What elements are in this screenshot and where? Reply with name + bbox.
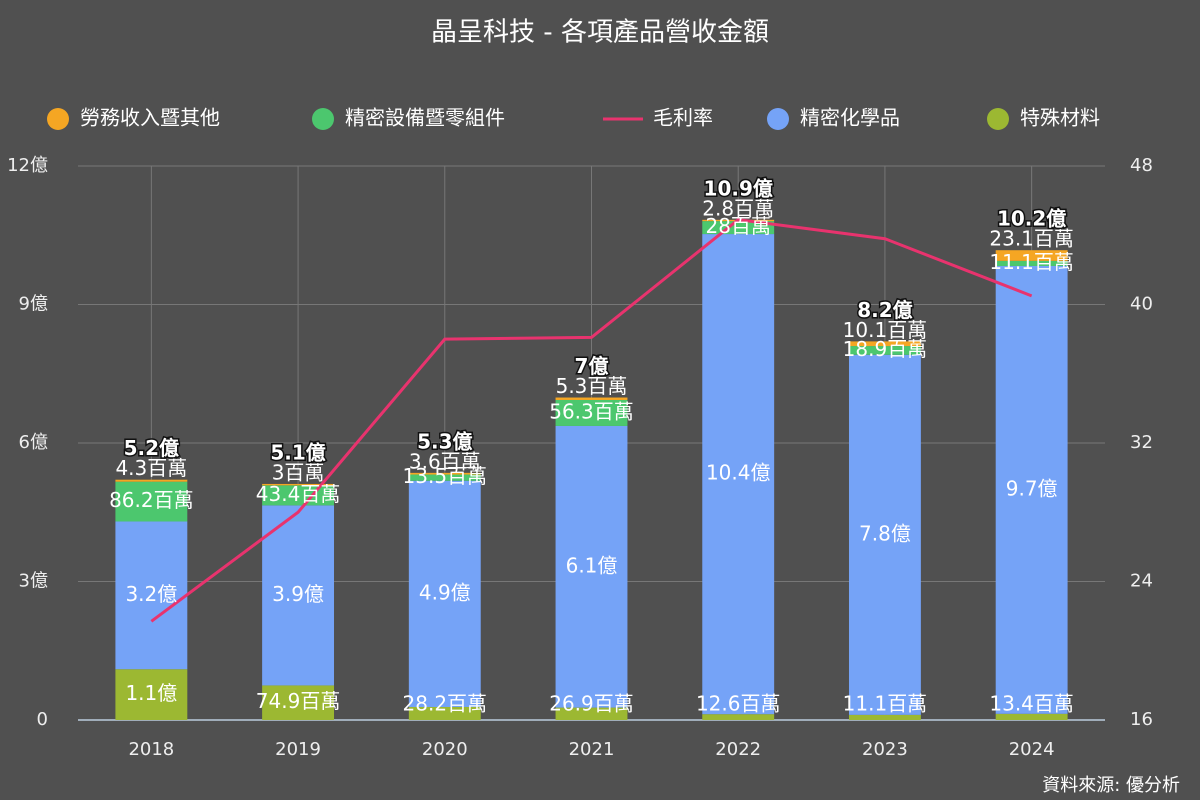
chart-title: 晶呈科技 - 各項產品營收金額 [431, 18, 769, 48]
value-label: 4.9億 [419, 580, 471, 604]
source-note: 資料來源: 優分析 [1042, 775, 1180, 796]
value-label: 10.4億 [706, 461, 771, 485]
value-label: 74.9百萬 [256, 689, 341, 713]
bar-segment [408, 472, 481, 475]
total-label: 7億 [575, 354, 609, 378]
bar-segment [408, 474, 481, 481]
value-label: 3.6百萬 [409, 449, 481, 473]
value-label: 26.9百萬 [549, 692, 634, 716]
bar-segment [115, 481, 188, 522]
y-tick-label: 12億 [7, 155, 48, 176]
bar-segment [702, 221, 775, 235]
value-label: 3.9億 [272, 582, 324, 606]
bar-segment [115, 479, 188, 482]
bar-segment [848, 714, 921, 720]
x-tick-label: 2018 [128, 739, 174, 760]
value-label: 18.9百萬 [843, 337, 928, 361]
value-label: 6.1億 [566, 553, 618, 577]
x-tick-label: 2021 [569, 739, 615, 760]
value-label: 7.8億 [859, 521, 911, 545]
value-label: 43.4百萬 [256, 482, 341, 506]
bar-segment [555, 425, 628, 708]
x-tick-label: 2022 [715, 739, 761, 760]
bar-segment [995, 260, 1068, 266]
total-label: 5.3億 [417, 429, 472, 453]
value-label: 23.1百萬 [989, 227, 1074, 251]
total-label: 5.1億 [270, 440, 325, 464]
bar-segment [848, 346, 921, 355]
total-label: 5.2億 [124, 436, 179, 460]
value-label: 2.8百萬 [702, 196, 774, 220]
bar-segment [848, 354, 921, 715]
x-tick-label: 2023 [862, 739, 908, 760]
bar-segment [115, 521, 188, 670]
value-label: 28百萬 [705, 214, 770, 238]
legend-marker [312, 108, 334, 130]
value-label: 86.2百萬 [109, 488, 194, 512]
legend-marker [767, 108, 789, 130]
value-label: 3.2億 [125, 582, 177, 606]
legend-marker [47, 108, 69, 130]
value-label: 11.1百萬 [843, 692, 928, 716]
y-tick-label: 0 [37, 709, 48, 730]
total-label: 8.2億 [857, 298, 912, 322]
bar-segment [262, 685, 335, 720]
value-label: 1.1億 [125, 681, 177, 705]
legend-label: 勞務收入暨其他 [80, 106, 220, 130]
y2-tick-label: 32 [1130, 432, 1153, 453]
x-tick-label: 2019 [275, 739, 321, 760]
value-label: 5.3百萬 [556, 374, 628, 398]
value-label: 13.5百萬 [403, 464, 488, 488]
line [150, 218, 1033, 623]
y2-tick-label: 16 [1130, 709, 1153, 730]
legend-marker [987, 108, 1009, 130]
legend-label: 精密化學品 [800, 106, 900, 130]
value-label: 13.4百萬 [989, 692, 1074, 716]
bar-segment [702, 714, 775, 720]
value-label: 4.3百萬 [115, 456, 187, 480]
bar-segment [848, 341, 921, 347]
bar-segment [995, 265, 1068, 714]
value-label: 9.7億 [1006, 476, 1058, 500]
value-label: 10.1百萬 [843, 318, 928, 342]
value-label: 3百萬 [272, 460, 325, 484]
y2-tick-label: 48 [1130, 155, 1153, 176]
total-label: 10.9億 [704, 176, 773, 200]
x-tick-label: 2020 [422, 739, 468, 760]
y2-tick-label: 24 [1130, 571, 1153, 592]
bar-segment [262, 505, 335, 686]
bar-segment [995, 713, 1068, 720]
bar-segment [555, 397, 628, 400]
bar-segment [408, 480, 481, 707]
bar-segment [702, 234, 775, 715]
bar-segment [995, 250, 1068, 261]
y-tick-label: 3億 [19, 571, 48, 592]
legend-label: 特殊材料 [1020, 106, 1100, 130]
x-tick-label: 2024 [1009, 739, 1055, 760]
value-label: 56.3百萬 [549, 399, 634, 423]
legend-label: 精密設備暨零組件 [345, 106, 505, 130]
value-label: 28.2百萬 [403, 692, 488, 716]
bar-segment [408, 706, 481, 720]
y-tick-label: 6億 [19, 432, 48, 453]
legend-label: 毛利率 [653, 106, 713, 130]
bar-segment [262, 483, 335, 486]
bar-segment [555, 399, 628, 426]
value-label: 12.6百萬 [696, 692, 781, 716]
value-label: 11.1百萬 [989, 250, 1074, 274]
bar-segment [555, 707, 628, 720]
bar-segment [115, 669, 188, 720]
y-tick-label: 9億 [19, 294, 48, 315]
y2-tick-label: 40 [1130, 294, 1153, 315]
total-label: 10.2億 [997, 207, 1066, 231]
